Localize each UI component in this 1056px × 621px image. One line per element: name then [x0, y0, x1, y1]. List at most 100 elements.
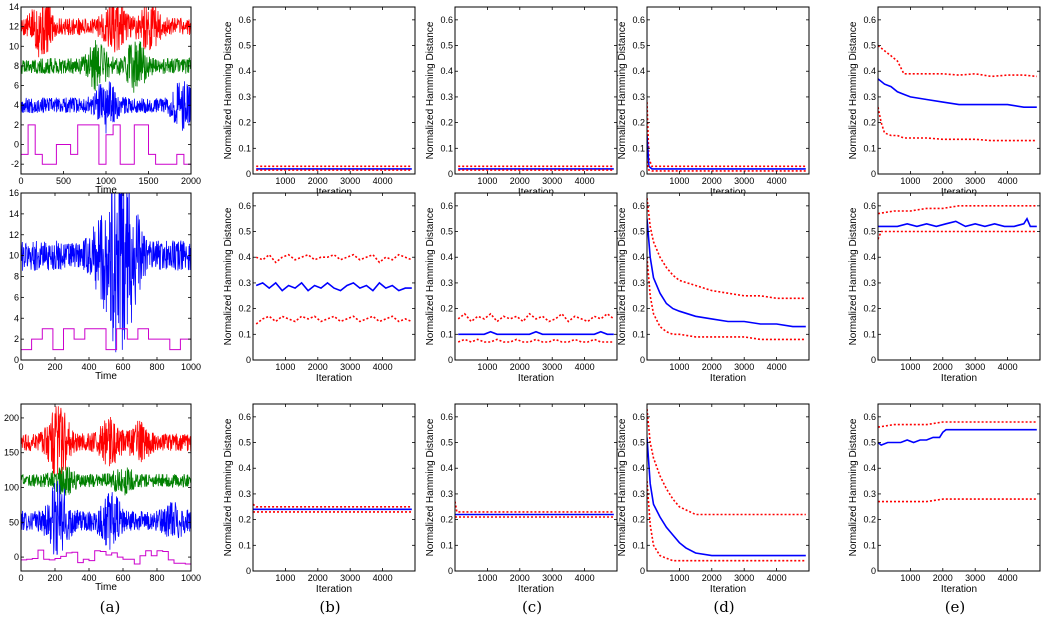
x-tick-label: 4000 — [575, 362, 595, 372]
axes-frame — [646, 6, 810, 175]
series-line-a1-1 — [21, 40, 191, 93]
y-tick-label: 0.2 — [863, 118, 876, 128]
axes-frame — [454, 192, 618, 361]
x-tick-label: 200 — [47, 362, 62, 372]
y-tick-label: 0.1 — [440, 540, 453, 550]
y-tick-label: 0 — [871, 566, 876, 576]
y-axis-label: Normalized Hamming Distance — [617, 207, 628, 345]
panel-b1: 1000 2000 3000 400000.10.20.30.40.50.6Itera… — [223, 6, 416, 198]
series-upper-d2 — [647, 198, 806, 300]
x-tick-label: 3000 — [965, 362, 985, 372]
y-tick-label: 0 — [640, 355, 645, 365]
y-tick-label: 8 — [14, 61, 19, 71]
y-tick-label: 0.6 — [632, 15, 645, 25]
y-axis-label: Normalized Hamming Distance — [425, 207, 436, 345]
y-tick-label: 0.5 — [238, 227, 251, 237]
y-tick-label: 200 — [4, 413, 19, 423]
x-tick-label: 2000 — [933, 362, 953, 372]
series-group — [255, 253, 413, 325]
y-tick-label: 6 — [14, 81, 19, 91]
y-tick-label: 0.2 — [238, 118, 251, 128]
axes-frame — [646, 192, 810, 361]
x-tick-label: 600 — [115, 573, 130, 583]
y-tick-label: 0.6 — [238, 15, 251, 25]
plot-area — [253, 7, 415, 174]
y-tick-label: 0.4 — [238, 66, 251, 76]
y-tick-label: 0 — [246, 355, 251, 365]
y-tick-label: 0.6 — [238, 201, 251, 211]
y-tick-label: 0.4 — [440, 66, 453, 76]
y-axis-label: Normalized Hamming Distance — [425, 21, 436, 159]
y-tick-label: 14 — [9, 2, 19, 12]
y-tick-label: 0.2 — [440, 304, 453, 314]
series-lower-e2 — [878, 230, 1037, 240]
x-axis-label: Iteration — [941, 584, 977, 595]
plot-area — [253, 193, 415, 360]
y-tick-label: 0 — [448, 169, 453, 179]
x-tick-label: 4000 — [998, 362, 1018, 372]
plot-area — [878, 404, 1040, 571]
y-tick-label: 0.1 — [632, 143, 645, 153]
y-tick-label: 0.4 — [863, 252, 876, 262]
y-tick-label: 0.1 — [632, 540, 645, 550]
y-tick-label: 0 — [640, 169, 645, 179]
y-tick-label: 0.1 — [863, 540, 876, 550]
series-group — [21, 7, 191, 165]
panel-d3: 1000 2000 3000 4000 0 0.1 0.2 0.3 0.4 0.5 0.6 Itera… — [617, 403, 810, 595]
x-tick-label: 2000 — [308, 362, 328, 372]
y-tick-label: 0.4 — [632, 66, 645, 76]
series-step-a1-3 — [21, 124, 191, 165]
panel-a2: 0 200 400 600 800 1000 0 2 4 6 8 10 12 14 16 Time — [9, 188, 201, 382]
panel-c2: 1000 2000 3000 4000 0 0.1 0.2 0.3 0.4 0.5 0.6 Itera… — [425, 192, 618, 384]
series-group — [878, 44, 1037, 142]
series-lower-d3 — [647, 481, 806, 562]
y-tick-label: 0 — [871, 169, 876, 179]
plot-area — [253, 404, 415, 571]
series-group — [647, 102, 806, 172]
y-tick-label: 0.2 — [632, 304, 645, 314]
y-tick-label: 0.4 — [863, 463, 876, 473]
x-tick-label: 800 — [149, 573, 164, 583]
y-tick-label: 0.5 — [863, 227, 876, 237]
y-tick-label: 0.6 — [863, 201, 876, 211]
series-group — [253, 503, 412, 513]
series-line-a2-0 — [21, 193, 191, 353]
x-tick-label: 3000 — [965, 176, 985, 186]
x-tick-label: 0 — [18, 573, 23, 583]
series-lower-e1 — [878, 107, 1037, 142]
y-tick-label: 0.6 — [238, 412, 251, 422]
x-tick-label: 1000 — [669, 573, 689, 583]
x-tick-label: 2000 — [510, 573, 530, 583]
axes-frame — [252, 403, 416, 572]
x-axis-label: Time — [95, 185, 117, 196]
y-axis-label: Normalized Hamming Distance — [848, 207, 859, 345]
y-tick-label: 0.3 — [632, 92, 645, 102]
panel-c3: 1000 2000 3000 4000 0 0.1 0.2 0.3 0.4 0.5 0.6 Itera… — [425, 403, 618, 595]
y-tick-label: 16 — [9, 188, 19, 198]
y-tick-label: 0.2 — [632, 118, 645, 128]
x-tick-label: 1000 — [477, 176, 497, 186]
series-mean-e2 — [878, 216, 1037, 228]
y-tick-label: 0.6 — [863, 412, 876, 422]
y-tick-label: 0.6 — [863, 15, 876, 25]
caption-d: (d) — [713, 598, 734, 616]
series-step-a3-3 — [21, 549, 191, 565]
series-line-a3-2 — [21, 480, 191, 555]
y-tick-label: 0.3 — [440, 489, 453, 499]
x-tick-label: 1000 — [275, 176, 295, 186]
x-tick-label: 1000 — [900, 362, 920, 372]
panel-d2: 1000 2000 3000 4000 0 0.1 0.2 0.3 0.4 0.5 0.6 Itera… — [617, 192, 810, 384]
series-upper-b3 — [253, 503, 412, 508]
y-tick-label: 0.4 — [238, 463, 251, 473]
series-lower-d1 — [647, 161, 806, 172]
y-tick-label: 0.4 — [863, 66, 876, 76]
axes-frame — [877, 192, 1041, 361]
x-tick-label: 4000 — [998, 176, 1018, 186]
series-group — [21, 406, 191, 565]
y-tick-label: 0.6 — [440, 15, 453, 25]
y-tick-label: 0.1 — [440, 329, 453, 339]
series-group — [878, 205, 1037, 240]
y-tick-label: 0.2 — [238, 515, 251, 525]
panel-e1: 1000 2000 3000 400000.10.20.30.40.50.6Itera… — [848, 6, 1041, 198]
y-tick-label: 0.3 — [863, 489, 876, 499]
